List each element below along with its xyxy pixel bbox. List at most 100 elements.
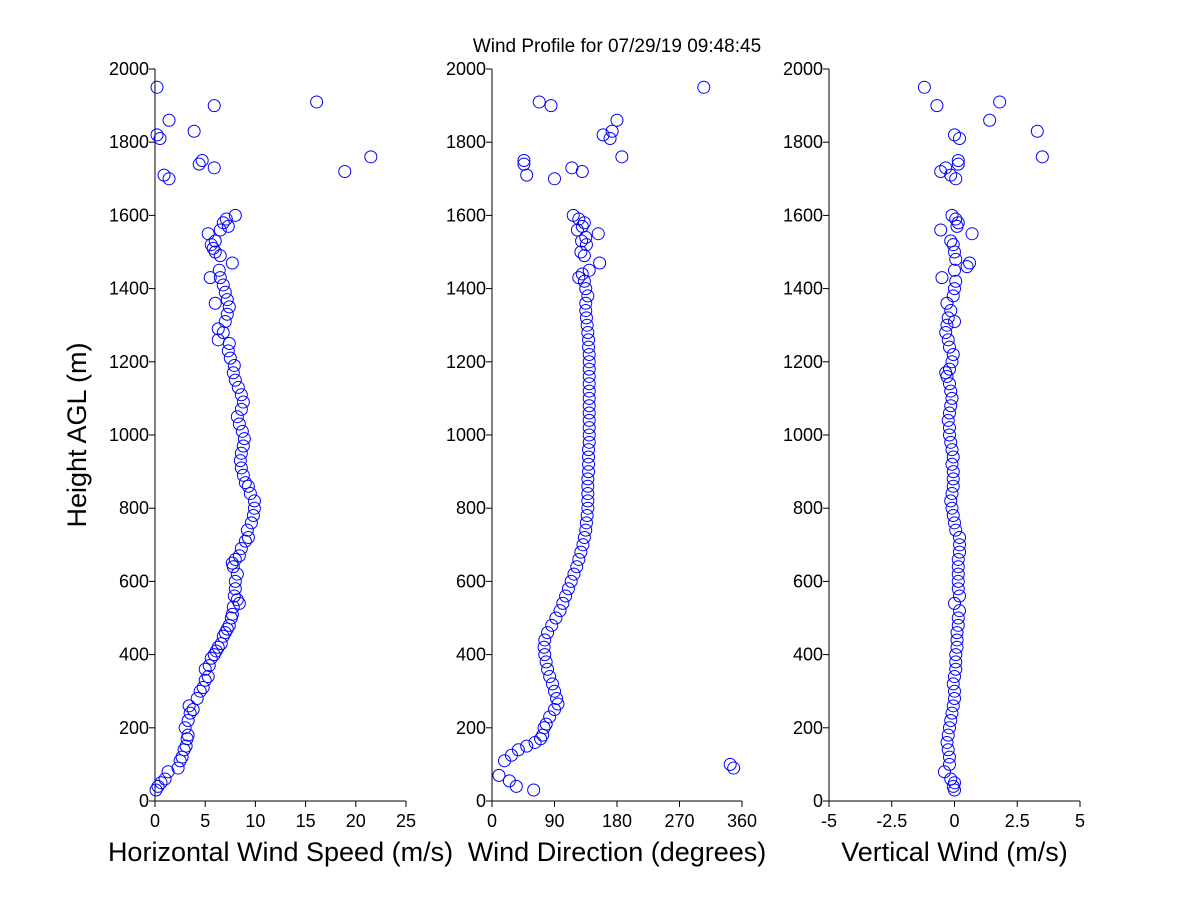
data-point-speed: [171, 761, 185, 775]
data-point-direction: [723, 757, 737, 771]
x-axis-label-direction: Wind Direction (degrees): [468, 837, 767, 867]
data-point-direction: [581, 326, 595, 340]
data-point-direction: [543, 710, 557, 724]
data-point-vertical: [953, 530, 967, 544]
data-point-direction: [492, 768, 506, 782]
data-point-speed: [175, 750, 189, 764]
data-point-speed: [222, 618, 236, 632]
data-point-direction: [579, 304, 593, 318]
data-point-speed: [198, 662, 212, 676]
data-point-vertical: [941, 743, 955, 757]
x-tick-label: -5: [821, 811, 837, 831]
data-point-direction: [545, 677, 559, 691]
data-point-direction: [567, 567, 581, 581]
data-point-direction: [582, 355, 596, 369]
data-point-speed: [151, 779, 165, 793]
x-tick-label: 0: [150, 811, 160, 831]
data-point-speed: [227, 358, 241, 372]
data-point-direction: [581, 501, 595, 515]
data-point-direction: [576, 538, 590, 552]
x-tick-label: 5: [1075, 811, 1085, 831]
data-point-vertical: [946, 450, 960, 464]
data-point-vertical: [951, 618, 965, 632]
data-point-direction: [582, 435, 596, 449]
data-point-direction: [548, 684, 561, 698]
x-tick-label: 15: [296, 811, 316, 831]
panel-horizontal-wind-speed: 0 200 400 600 800 1000 1200 1400 1600 1800 2000 0 5 1…: [108, 59, 453, 867]
data-point-vertical: [951, 611, 965, 625]
data-point-speed: [153, 132, 167, 146]
data-point-speed: [158, 772, 172, 786]
data-point-vertical: [953, 545, 967, 559]
data-point-vertical: [945, 443, 959, 457]
data-point-speed: [244, 516, 258, 530]
data-point-speed: [221, 344, 235, 358]
data-point-vertical: [941, 333, 955, 347]
data-point-speed: [195, 154, 209, 167]
y-tick-label: 1000: [446, 425, 486, 445]
x-tick-label: 5: [200, 811, 210, 831]
data-point-speed: [236, 395, 250, 409]
x-tick-label: 10: [245, 811, 265, 831]
data-point-speed: [211, 640, 225, 654]
y-tick-label: 1200: [446, 352, 486, 372]
data-point-vertical: [942, 377, 956, 391]
data-point-vertical: [930, 99, 944, 113]
data-point-direction: [520, 168, 534, 182]
data-point-speed: [338, 164, 352, 178]
data-point-vertical: [983, 113, 997, 127]
data-point-direction: [541, 626, 555, 640]
data-point-vertical: [945, 391, 959, 405]
data-point-direction: [582, 443, 596, 457]
y-tick-label: 2000: [109, 59, 149, 79]
data-point-direction: [579, 282, 593, 296]
data-point-speed: [150, 128, 164, 142]
data-point-direction: [539, 717, 553, 731]
data-point-direction: [551, 697, 565, 711]
data-point-direction: [582, 340, 596, 354]
data-point-speed: [220, 293, 234, 307]
data-point-vertical: [944, 713, 958, 727]
y-tick-label: 0: [476, 791, 486, 811]
data-point-vertical: [939, 161, 953, 175]
data-point-vertical: [949, 252, 963, 266]
data-point-vertical: [951, 560, 965, 574]
data-point-speed: [226, 366, 240, 380]
data-point-vertical: [945, 487, 959, 501]
x-axis-label-speed: Horizontal Wind Speed (m/s): [108, 837, 453, 867]
data-point-direction: [538, 648, 552, 662]
data-point-vertical: [948, 670, 961, 684]
y-tick-label: 1200: [109, 352, 149, 372]
data-point-speed: [213, 223, 227, 237]
data-point-speed: [193, 684, 207, 698]
y-tick-label: 400: [119, 645, 149, 665]
data-point-vertical: [1035, 150, 1049, 164]
data-point-vertical: [951, 216, 965, 230]
data-point-speed: [198, 673, 212, 687]
data-point-direction: [539, 655, 553, 669]
data-point-speed: [231, 380, 245, 394]
data-point-direction: [593, 256, 607, 270]
data-point-speed: [227, 589, 241, 603]
data-point-direction: [517, 157, 531, 171]
panel-wind-direction: 0 200 400 600 800 1000 1200 1400 1600 1800 2000 0 90…: [446, 59, 766, 867]
data-point-vertical: [946, 779, 960, 793]
data-point-speed: [196, 681, 210, 695]
data-point-speed: [241, 530, 255, 544]
data-point-vertical: [941, 413, 955, 427]
data-point-speed: [161, 765, 175, 779]
data-point-vertical: [946, 677, 960, 691]
data-point-direction: [550, 692, 564, 706]
data-point-direction: [566, 208, 580, 222]
data-point-speed: [179, 739, 193, 753]
x-axis-label-vertical: Vertical Wind (m/s): [841, 837, 1068, 867]
data-point-speed: [219, 212, 233, 226]
data-point-speed: [187, 124, 201, 138]
y-tick-label: 1400: [109, 279, 149, 299]
data-point-speed: [162, 113, 176, 127]
data-point-vertical: [945, 706, 959, 720]
data-point-speed: [234, 446, 248, 460]
y-tick-label: 800: [793, 498, 823, 518]
data-point-vertical: [946, 699, 960, 713]
data-point-vertical: [935, 271, 949, 285]
